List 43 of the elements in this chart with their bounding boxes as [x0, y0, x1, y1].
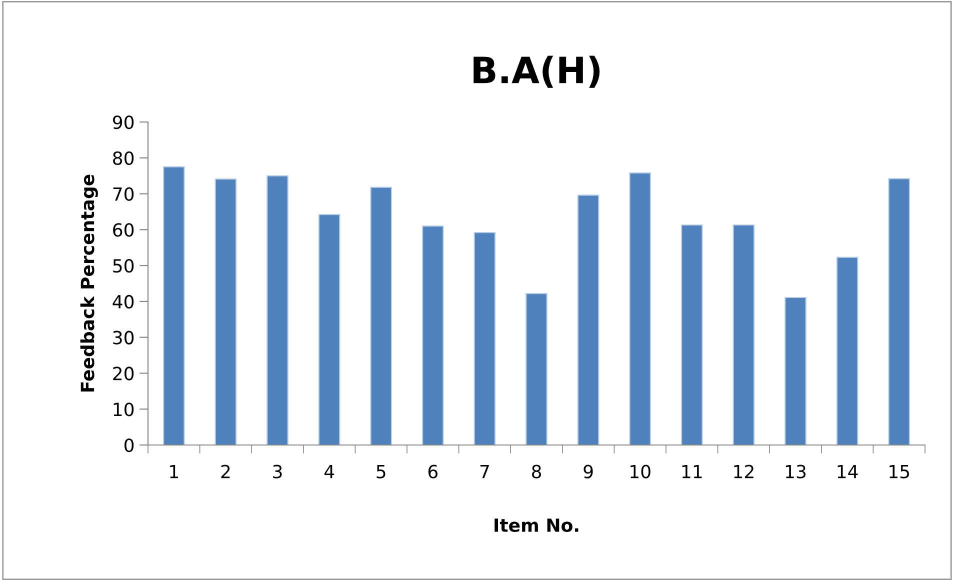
x-tick-label: 13: [786, 464, 806, 478]
bar: [732, 224, 755, 445]
x-axis-title: Item No.: [494, 518, 578, 532]
bar: [162, 166, 185, 445]
bar: [680, 224, 703, 445]
x-tick-label: 11: [682, 465, 702, 478]
x-tick-label: 10: [630, 464, 650, 478]
x-tick-label: 1: [170, 465, 178, 478]
x-tick-label: 14: [838, 465, 858, 478]
x-tick-label: 3: [273, 464, 282, 478]
bar: [784, 296, 806, 445]
x-tick-label: 7: [480, 465, 489, 478]
chart-title: B.A(H): [474, 56, 600, 88]
bar: [629, 172, 652, 445]
x-tick-label: 9: [584, 464, 593, 478]
x-tick-label: 6: [428, 464, 438, 478]
x-tick-label: 8: [532, 464, 542, 478]
bar: [370, 186, 392, 445]
bar: [266, 175, 288, 445]
y-tick-label: 50: [113, 259, 134, 273]
bar: [577, 194, 600, 445]
y-tick-label: 70: [113, 187, 134, 201]
y-tick-label: 10: [114, 402, 134, 416]
x-tick-label: 15: [890, 465, 910, 478]
bar: [526, 292, 548, 445]
x-tick-label: 4: [324, 465, 334, 478]
y-tick-label: 60: [113, 223, 134, 237]
y-tick-label: 30: [113, 330, 134, 344]
y-tick-label: 80: [113, 151, 134, 166]
x-tick-label: 2: [221, 464, 230, 478]
bar: [888, 178, 910, 445]
bar: [836, 256, 858, 445]
bar: [422, 226, 444, 445]
x-tick-label: 5: [376, 465, 386, 478]
y-tick-label: 20: [113, 366, 134, 380]
y-tick-label: 90: [112, 115, 134, 130]
bar: [474, 232, 496, 445]
y-axis-title: Feedback Percentage: [80, 174, 98, 392]
y-tick-label: 0: [124, 438, 134, 452]
y-tick-label: 40: [112, 294, 134, 309]
x-tick-label: 12: [734, 464, 754, 478]
bar: [318, 214, 340, 445]
bar: [214, 178, 237, 445]
